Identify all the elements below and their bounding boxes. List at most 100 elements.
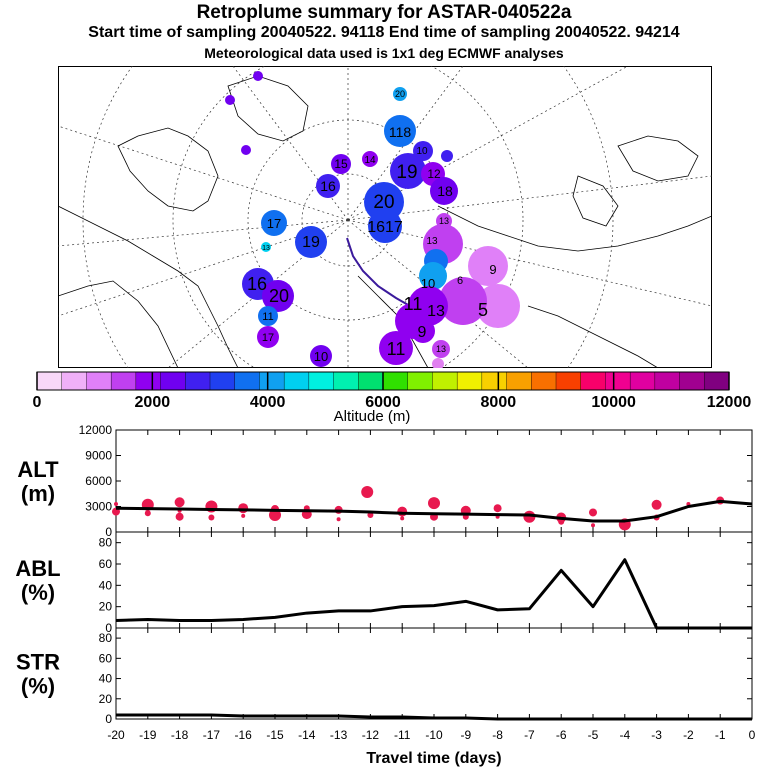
- cluster-marker: [310, 345, 332, 367]
- colorbar-tick-label: 0: [33, 394, 42, 411]
- cluster-marker: [225, 95, 235, 105]
- cluster-marker: [331, 154, 351, 174]
- colorbar-cell: [209, 371, 236, 391]
- alt-point: [400, 516, 405, 521]
- cluster-marker: [411, 319, 435, 343]
- cluster-marker: [241, 145, 251, 155]
- colorbar-cell: [135, 371, 162, 391]
- alt-point: [591, 523, 595, 528]
- cluster-marker: [390, 153, 426, 189]
- cluster-marker: [379, 331, 413, 365]
- cluster-marker: [295, 226, 327, 258]
- cluster-label: 10: [421, 276, 435, 291]
- x-tick-label: -2: [683, 728, 694, 742]
- y-tick-label: 80: [99, 536, 113, 550]
- colorbar-cell: [36, 371, 63, 391]
- colorbar-cell: [531, 371, 557, 391]
- cluster-label: 1617: [367, 219, 403, 236]
- chart-title: Retroplume summary for ASTAR-040522a: [196, 2, 572, 23]
- cluster-label: 16: [320, 178, 336, 194]
- coastlines: [58, 75, 712, 368]
- cluster-marker: [257, 326, 279, 348]
- cluster-label: 5: [478, 300, 488, 320]
- str-series-line: [116, 713, 752, 721]
- cluster-marker: [261, 242, 271, 252]
- cluster-label: 20: [373, 192, 394, 213]
- cluster-label: 16: [247, 274, 267, 294]
- alt-point: [114, 501, 118, 506]
- colorbar-cell: [481, 371, 508, 391]
- y-tick-label: 6000: [85, 474, 112, 488]
- cluster-label: 13: [262, 245, 270, 252]
- alt-point: [493, 504, 502, 513]
- colorbar-cell: [333, 371, 359, 391]
- cluster-label: 9: [489, 262, 496, 277]
- cluster-labels: 20 118 10 19 12 14 15 16 18 20 1617 13 1…: [247, 89, 497, 364]
- y-tick-label: 12000: [79, 425, 113, 437]
- panel-label: STR: [16, 650, 60, 675]
- y-tick-label: 3000: [85, 500, 112, 514]
- x-tick-label: -5: [588, 728, 599, 742]
- alt-point: [428, 497, 440, 510]
- alt-point: [238, 503, 249, 514]
- cluster-label: 18: [437, 183, 453, 199]
- x-tick-label: -9: [460, 728, 471, 742]
- abl-series-line: [115, 558, 752, 630]
- colorbar-tick-label: 4000: [250, 394, 286, 411]
- panel-label: ABL: [15, 556, 60, 581]
- colorbar-cell: [160, 371, 186, 391]
- cluster-label: 13: [439, 216, 449, 226]
- cluster-marker: [258, 306, 278, 326]
- colorbar-cells: [36, 371, 730, 391]
- cluster-label: 12: [427, 167, 441, 181]
- x-tick-label: -3: [651, 728, 662, 742]
- cluster-label: 14: [364, 155, 376, 166]
- y-tick-label: 40: [99, 672, 113, 686]
- colorbar-cell: [259, 371, 285, 391]
- altitude-colorbar: 0 2000 4000 6000 8000 10000 12000 Altitude (m): [33, 371, 751, 425]
- cluster-label: 10: [314, 349, 328, 364]
- colorbar-cell: [555, 371, 582, 391]
- cluster-marker: [384, 115, 416, 147]
- panel-label: ALT: [17, 457, 59, 482]
- y-tick-label: 80: [99, 631, 113, 645]
- alt-point: [269, 509, 281, 521]
- cluster-label: 11: [262, 311, 273, 323]
- y-tick-label: 9000: [85, 449, 112, 463]
- cluster-marker: [432, 340, 450, 358]
- cluster-marker: [476, 284, 520, 328]
- x-tick-label: -11: [394, 728, 411, 742]
- cluster-label: 10: [416, 146, 428, 157]
- colorbar-title: Altitude (m): [334, 408, 411, 425]
- meteorology-line: Meteorological data used is 1x1 deg ECMW…: [204, 45, 564, 61]
- colorbar-cell: [679, 371, 705, 391]
- cluster-label: 118: [389, 124, 412, 140]
- x-tick-label: -4: [619, 728, 630, 742]
- x-tick-label: -18: [171, 728, 189, 742]
- cluster-label: 20: [395, 89, 405, 99]
- cluster-label: 9: [418, 324, 427, 341]
- cluster-marker: [439, 277, 487, 325]
- y-tick-label: 60: [99, 557, 113, 571]
- cluster-marker: [261, 210, 287, 236]
- colorbar-cell: [704, 371, 730, 391]
- sampling-time-line: Start time of sampling 20040522. 94118 E…: [88, 24, 680, 41]
- colorbar-cell: [506, 371, 532, 391]
- cluster-label: 19: [302, 234, 320, 251]
- cluster-marker: [362, 151, 378, 167]
- trajectory-line: [346, 237, 411, 307]
- x-tick-label: -7: [524, 728, 535, 742]
- x-tick-label: -16: [235, 728, 253, 742]
- x-tick-label: 0: [749, 728, 756, 742]
- panel-frame: [115, 531, 753, 629]
- alt-point: [174, 497, 185, 508]
- y-tick-label: 0: [105, 525, 112, 539]
- colorbar-tick-label: 6000: [365, 394, 401, 411]
- cluster-markers: [225, 71, 520, 368]
- cluster-label: 6: [457, 275, 463, 287]
- cluster-label: 13: [427, 303, 445, 320]
- colorbar-ticks: 0 2000 4000 6000 8000 10000 12000: [33, 372, 751, 411]
- cluster-marker: [393, 87, 407, 101]
- colorbar-tick-label: 2000: [135, 394, 171, 411]
- colorbar-cell: [358, 371, 384, 391]
